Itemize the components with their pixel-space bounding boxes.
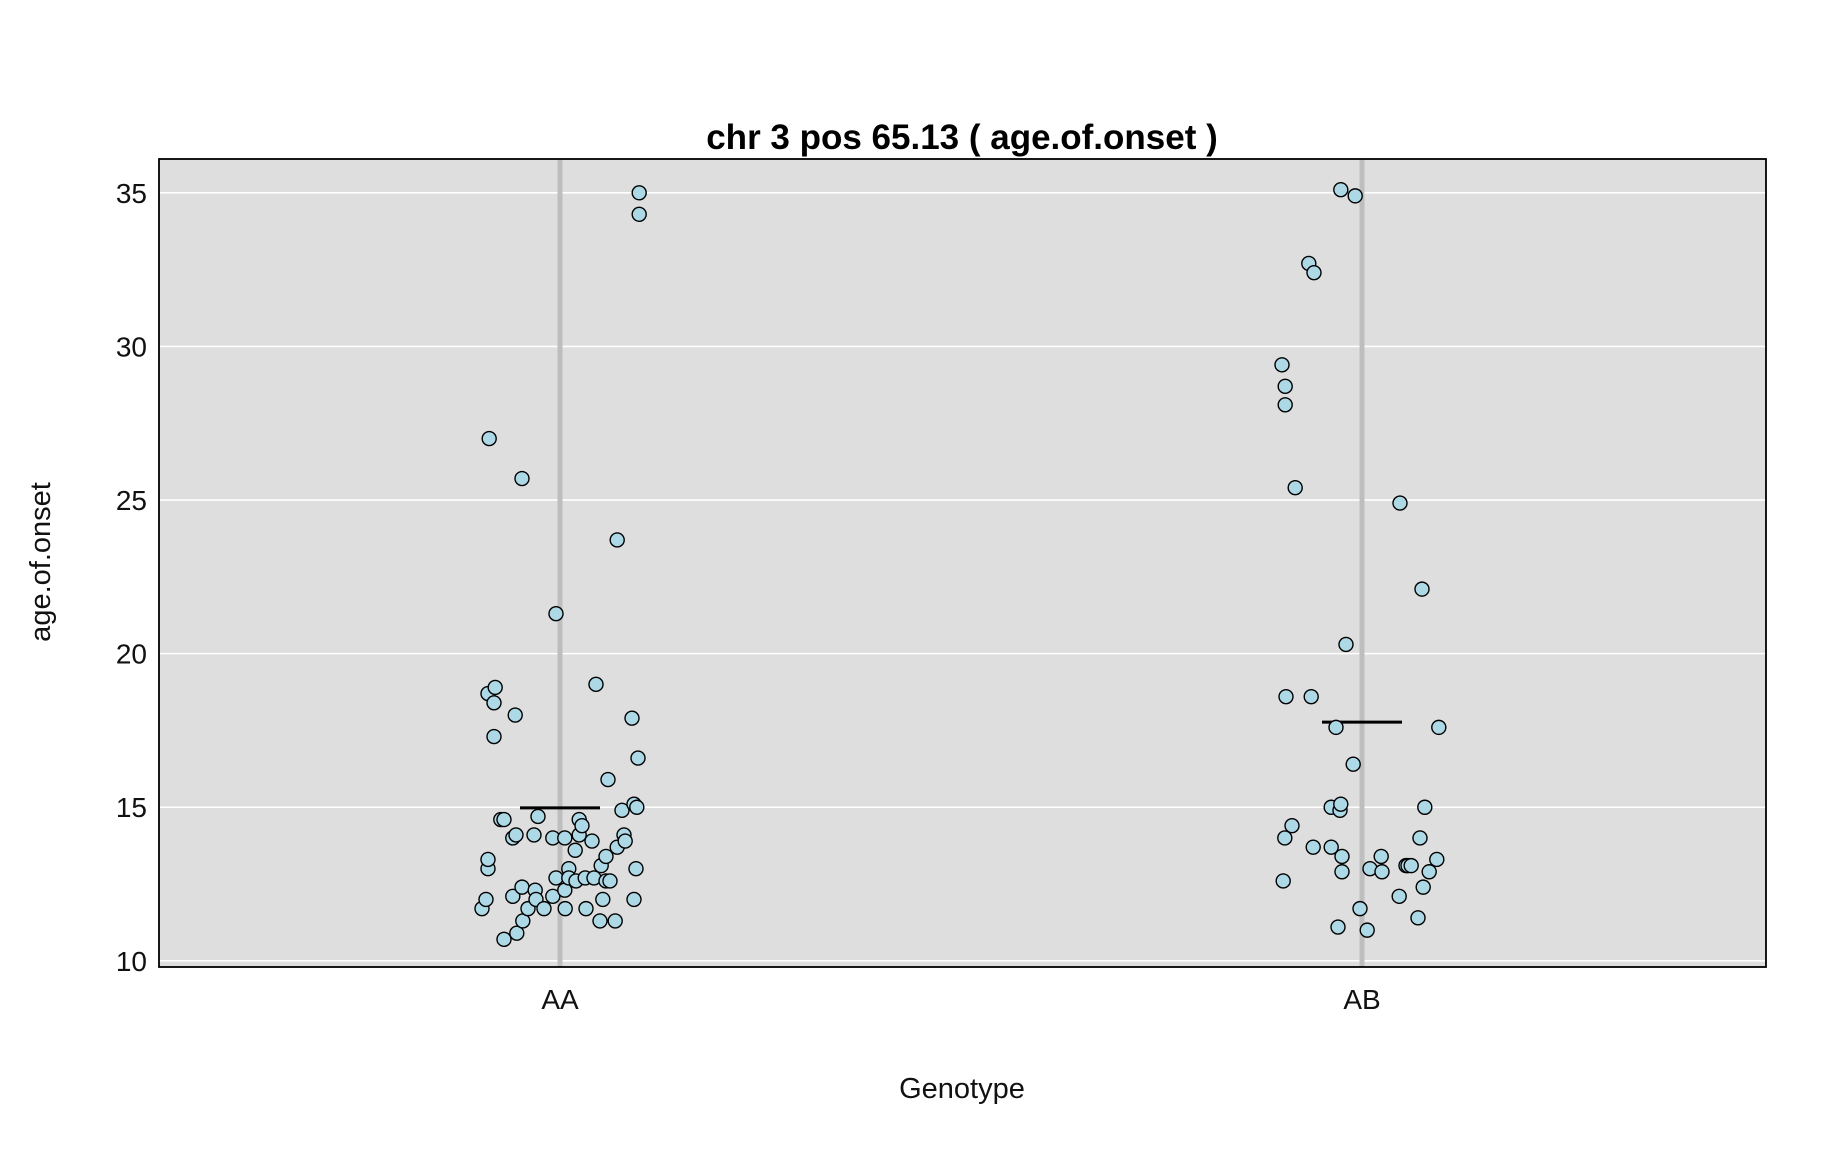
data-point xyxy=(1338,636,1354,653)
y-tick-label: 25 xyxy=(116,485,147,516)
data-point xyxy=(1278,688,1294,705)
plot-border xyxy=(158,158,1767,968)
x-tick-label: AB xyxy=(1343,984,1380,1015)
panel-background xyxy=(159,159,1766,967)
data-point xyxy=(480,851,496,868)
data-point xyxy=(496,931,512,948)
data-point xyxy=(1347,188,1363,204)
x-axis-title: Genotype xyxy=(899,1073,1025,1105)
data-point xyxy=(496,811,512,828)
y-tick-label: 30 xyxy=(116,331,147,362)
chart-title: chr 3 pos 65.13 ( age.of.onset ) xyxy=(706,118,1218,157)
data-point xyxy=(624,710,640,726)
data-point xyxy=(1333,796,1349,812)
data-point xyxy=(600,771,616,788)
data-point xyxy=(507,707,523,723)
data-point xyxy=(526,827,542,843)
data-point xyxy=(1274,357,1290,373)
data-point xyxy=(567,842,583,858)
data-point xyxy=(1359,922,1375,938)
data-point xyxy=(1373,848,1389,865)
data-point xyxy=(629,799,645,815)
data-point xyxy=(557,900,573,917)
y-tick-label: 35 xyxy=(116,178,147,209)
y-tick-label: 10 xyxy=(116,946,147,977)
data-point xyxy=(486,695,502,711)
data-point xyxy=(1284,817,1300,834)
data-point xyxy=(592,913,608,929)
data-point xyxy=(631,206,647,223)
data-point xyxy=(1303,688,1319,705)
data-point xyxy=(1287,480,1303,496)
data-point xyxy=(548,605,564,622)
data-point xyxy=(1330,919,1346,935)
data-point xyxy=(1277,397,1293,413)
data-point xyxy=(1415,879,1431,895)
data-point xyxy=(617,833,633,849)
data-point xyxy=(578,900,594,917)
data-point xyxy=(626,891,642,908)
data-point xyxy=(545,888,561,905)
data-point xyxy=(1410,910,1426,926)
data-point xyxy=(486,728,502,745)
data-point xyxy=(628,860,644,877)
data-point xyxy=(557,830,573,846)
data-point xyxy=(607,913,623,929)
data-point xyxy=(614,802,630,819)
data-point xyxy=(1277,830,1293,846)
data-point xyxy=(584,833,600,849)
data-point xyxy=(1328,719,1344,736)
data-point xyxy=(1333,182,1349,198)
data-point xyxy=(509,925,525,941)
data-point xyxy=(548,870,564,886)
data-point xyxy=(481,430,497,447)
data-point xyxy=(1334,864,1350,880)
data-point xyxy=(602,873,618,889)
data-point xyxy=(1374,864,1390,880)
data-point xyxy=(1277,378,1293,395)
data-point xyxy=(1392,495,1408,511)
y-axis-title: age.of.onset xyxy=(25,482,57,642)
data-point xyxy=(1417,799,1433,815)
data-point xyxy=(1431,719,1447,736)
data-point xyxy=(1352,900,1368,917)
data-point xyxy=(514,470,530,487)
data-point xyxy=(1391,888,1407,905)
data-point xyxy=(487,679,503,696)
data-point xyxy=(1345,756,1361,772)
y-tick-label: 20 xyxy=(116,639,147,670)
data-point xyxy=(1323,839,1339,855)
data-point xyxy=(1421,864,1437,880)
data-point xyxy=(478,891,494,908)
data-point xyxy=(530,808,546,825)
data-point xyxy=(505,888,521,905)
data-points xyxy=(474,182,1447,948)
data-point xyxy=(631,185,647,201)
data-point xyxy=(1275,873,1291,889)
y-axis: 10 15 20 25 30 35 xyxy=(116,178,147,977)
plot-panel xyxy=(159,159,1766,967)
x-tick-label: AA xyxy=(541,984,579,1015)
data-point xyxy=(514,879,530,895)
data-point xyxy=(508,827,524,843)
y-tick-label: 15 xyxy=(116,792,147,823)
data-point xyxy=(598,848,614,865)
data-point xyxy=(1306,264,1322,281)
data-point xyxy=(536,900,552,917)
x-axis: AA AB xyxy=(541,984,1380,1015)
data-point xyxy=(609,532,625,548)
data-point xyxy=(1429,851,1445,868)
data-point xyxy=(1412,830,1428,846)
data-point xyxy=(1305,839,1321,855)
data-point xyxy=(1414,581,1430,597)
data-point xyxy=(1403,857,1419,874)
data-point xyxy=(574,817,590,834)
data-point xyxy=(595,891,611,908)
data-point xyxy=(588,676,604,693)
data-point xyxy=(1334,848,1350,865)
data-point xyxy=(630,750,646,766)
